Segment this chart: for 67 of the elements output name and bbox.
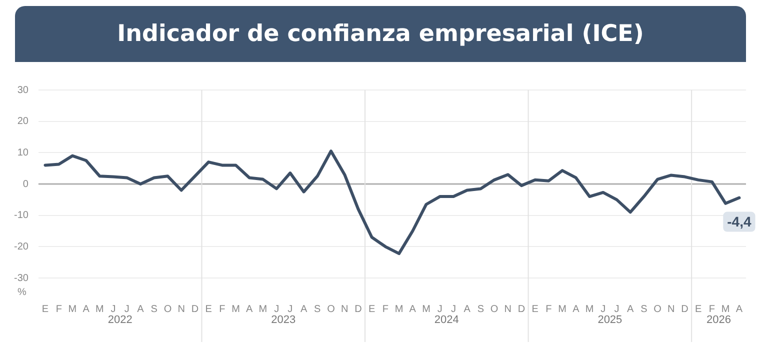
- chart-title: Indicador de confianza empresarial (ICE): [15, 6, 746, 62]
- x-tick-label: A: [736, 304, 743, 315]
- x-tick-label: D: [518, 304, 526, 315]
- x-tick-label: S: [477, 304, 484, 315]
- x-tick-label: J: [110, 304, 116, 315]
- x-tick-label: A: [572, 304, 580, 315]
- x-tick-label: O: [327, 304, 336, 315]
- text: 2022: [108, 314, 132, 326]
- text: 2025: [598, 314, 622, 326]
- x-tick-label: J: [437, 304, 442, 315]
- x-tick-label: M: [96, 304, 104, 315]
- y-tick-label: -20: [14, 241, 29, 252]
- x-tick-label: J: [614, 304, 620, 315]
- x-tick-label: A: [246, 304, 254, 315]
- x-tick-label: A: [464, 304, 471, 315]
- x-tick-label: S: [640, 304, 648, 315]
- x-tick-label: F: [546, 304, 552, 315]
- y-tick-label: 30: [17, 84, 29, 96]
- x-tick-label: E: [42, 304, 49, 315]
- x-tick-label: M: [558, 304, 566, 315]
- y-axis-title: %: [18, 286, 27, 298]
- x-tick-label: N: [340, 304, 348, 315]
- x-tick-label: O: [490, 304, 498, 315]
- x-tick-label: J: [600, 304, 606, 315]
- x-tick-label: M: [721, 304, 730, 315]
- x-tick-label: E: [205, 304, 212, 315]
- x-tick-label: A: [409, 304, 416, 315]
- x-tick-label: A: [627, 304, 634, 315]
- x-tick-label: N: [178, 304, 185, 315]
- x-tick-label: F: [708, 304, 716, 315]
- y-tick-label: 10: [17, 147, 29, 158]
- x-tick-label: D: [681, 304, 688, 315]
- x-tick-label: M: [422, 304, 430, 315]
- y-tick-label: 0: [22, 178, 29, 190]
- x-tick-label: O: [654, 304, 662, 315]
- x-tick-label: J: [450, 304, 456, 315]
- text: 2024: [434, 314, 459, 326]
- x-tick-label: J: [124, 304, 130, 315]
- x-tick-label: E: [532, 304, 539, 315]
- x-tick-label: E: [368, 304, 376, 315]
- x-tick-label: J: [274, 304, 280, 315]
- y-tick-label: -10: [14, 210, 29, 222]
- x-tick-label: O: [164, 304, 172, 315]
- y-tick-label: 20: [17, 116, 29, 128]
- x-tick-label: M: [258, 304, 268, 315]
- x-tick-label: F: [382, 304, 388, 315]
- x-tick-label: J: [288, 304, 293, 315]
- x-tick-label: M: [68, 304, 77, 315]
- x-tick-label: N: [668, 304, 675, 315]
- x-tick-label: N: [504, 304, 512, 315]
- x-tick-label: M: [232, 304, 240, 315]
- x-tick-label: D: [191, 304, 199, 315]
- y-tick-label: -30: [14, 272, 29, 284]
- x-tick-label: A: [300, 304, 308, 315]
- x-tick-label: A: [82, 304, 90, 315]
- x-tick-label: F: [219, 304, 226, 315]
- x-tick-label: S: [150, 304, 158, 315]
- x-tick-label: S: [314, 304, 322, 315]
- x-tick-label: M: [394, 304, 404, 315]
- x-tick-label: E: [695, 304, 702, 315]
- x-tick-label: F: [56, 304, 62, 315]
- x-tick-label: A: [137, 304, 144, 315]
- x-tick-label: D: [354, 304, 362, 315]
- x-tick-label: M: [585, 304, 594, 315]
- text: 2026: [706, 314, 732, 326]
- data-label: -4,4: [727, 214, 752, 230]
- text: 2023: [271, 314, 296, 326]
